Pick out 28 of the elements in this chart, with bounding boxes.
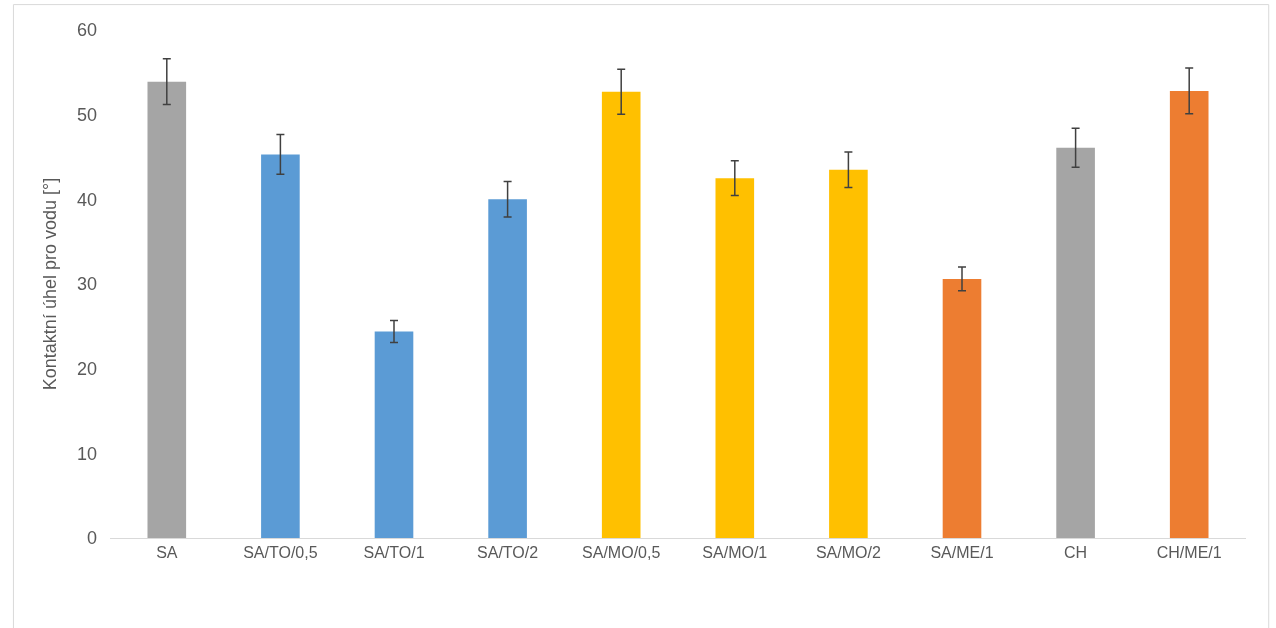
x-tick-label: SA/TO/0,5: [243, 544, 318, 562]
x-tick-label: SA: [156, 544, 178, 562]
bar: [942, 278, 982, 538]
y-tick-label: 10: [76, 443, 97, 464]
y-tick-label: 0: [86, 528, 97, 549]
bar: [829, 169, 868, 538]
bar: [374, 331, 414, 538]
x-tick-label: SA/MO/0,5: [582, 544, 661, 562]
x-tick-label: SA/MO/1: [702, 544, 768, 562]
x-tick-label: CH/ME/1: [1156, 544, 1222, 562]
x-tick-label: SA/MO/2: [815, 544, 881, 562]
y-tick-label: 30: [76, 274, 97, 295]
bar: [147, 81, 187, 538]
bar: [1169, 90, 1209, 538]
x-tick-label: CH: [1064, 544, 1088, 562]
bar: [261, 154, 300, 538]
y-tick-label: 60: [76, 20, 97, 41]
y-axis-title: Kontaktní úhel pro vodu [°]: [40, 177, 61, 391]
bar: [601, 91, 641, 538]
y-tick-label: 40: [76, 189, 97, 210]
bar: [1056, 147, 1095, 538]
bar: [715, 178, 755, 538]
x-tick-label: SA/ME/1: [930, 544, 994, 562]
bar: [488, 199, 527, 538]
y-tick-label: 20: [76, 358, 97, 379]
x-tick-label: SA/TO/1: [363, 544, 425, 562]
x-tick-label: SA/TO/2: [477, 544, 539, 562]
y-tick-label: 50: [76, 104, 97, 125]
